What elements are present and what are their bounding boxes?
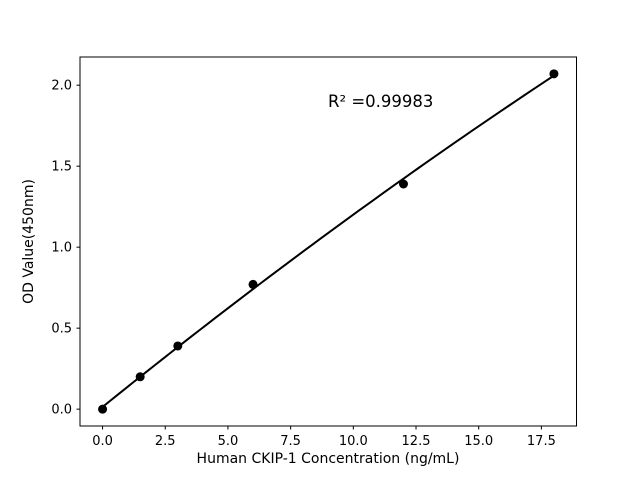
axes-frame (79, 56, 577, 427)
data-series (98, 69, 559, 414)
y-tick-label: 2.0 (51, 79, 72, 94)
x-tick-label: 10.0 (339, 434, 368, 449)
x-tick-label: 5.0 (218, 434, 239, 449)
x-tick-label: 0.0 (92, 434, 113, 449)
data-point (173, 341, 183, 351)
x-tick-label: 2.5 (155, 434, 176, 449)
y-tick-label: 0.0 (51, 403, 72, 418)
x-tick-label: 7.5 (280, 434, 301, 449)
plot-area (80, 57, 577, 426)
y-tick-label: 0.5 (51, 322, 72, 337)
x-tick-label: 12.5 (402, 434, 431, 449)
data-point (398, 179, 408, 189)
data-point (135, 372, 145, 382)
x-axis-label: Human CKIP-1 Concentration (ng/mL) (197, 451, 460, 467)
y-tick-label: 1.5 (51, 160, 72, 175)
axis-ticks: 0.0 2.5 5.0 7.5 10.0 12.5 15.0 17.5 0.0 0.5 1.0 1.5… (51, 79, 556, 449)
data-point (549, 69, 559, 79)
data-point (248, 279, 258, 289)
data-point (98, 404, 108, 414)
r-squared-annotation: R² =0.99983 (328, 92, 433, 111)
x-tick-label: 15.0 (464, 434, 493, 449)
y-tick-label: 1.0 (51, 241, 72, 256)
y-axis-label: OD Value(450nm) (21, 179, 37, 304)
x-tick-label: 17.5 (527, 434, 556, 449)
